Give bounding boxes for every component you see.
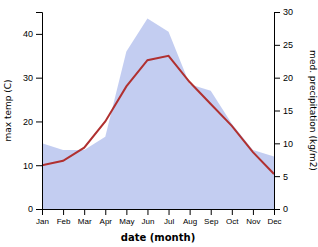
tick: Dec bbox=[267, 209, 281, 226]
axis-line bbox=[43, 210, 275, 216]
tick-label: Nov bbox=[246, 217, 260, 226]
area bbox=[42, 19, 274, 209]
tick-label: Apr bbox=[100, 217, 113, 226]
tick: 20 bbox=[274, 73, 293, 83]
y-axis: 0 10 20 30 40 bbox=[23, 13, 43, 215]
tick: 10 bbox=[23, 161, 42, 171]
tick-label: Jan bbox=[36, 217, 49, 226]
y2-axis: 0 5 10 15 20 25 30 bbox=[274, 7, 293, 214]
tick: 25 bbox=[274, 40, 293, 50]
tick-label: Mar bbox=[78, 217, 92, 226]
tick-label: Aug bbox=[183, 217, 197, 226]
tick: Jul bbox=[164, 209, 174, 226]
tick-label: Oct bbox=[226, 217, 239, 226]
tick-label: Jun bbox=[142, 217, 155, 226]
tick-label: 20 bbox=[23, 117, 33, 127]
tick-mark bbox=[36, 165, 42, 166]
tick: 0 bbox=[274, 204, 288, 214]
tick-label: May bbox=[119, 217, 134, 226]
tick: Jan bbox=[36, 209, 49, 226]
tick-label: 25 bbox=[283, 40, 293, 50]
tick-mark bbox=[36, 34, 42, 35]
plot: JanFebMarAprMayJunJulAugSepOctNovDec0102… bbox=[23, 7, 293, 225]
tick-mark bbox=[274, 12, 280, 13]
tick: 10 bbox=[274, 139, 293, 149]
tick-mark bbox=[105, 209, 106, 215]
tick-mark bbox=[84, 209, 85, 215]
tick: Apr bbox=[100, 209, 113, 226]
tick: 30 bbox=[274, 7, 293, 17]
tick: Jun bbox=[142, 209, 155, 226]
axis-line bbox=[36, 13, 43, 210]
tick: Oct bbox=[226, 209, 239, 226]
tick: 20 bbox=[23, 117, 42, 127]
tick-mark bbox=[232, 209, 233, 215]
tick-label: 0 bbox=[283, 204, 288, 214]
tick-mark bbox=[63, 209, 64, 215]
tick-label: Dec bbox=[267, 217, 281, 226]
tick-mark bbox=[274, 111, 280, 112]
tick-label: 0 bbox=[28, 204, 33, 214]
tick-label: 30 bbox=[283, 7, 293, 17]
tick: May bbox=[119, 209, 134, 226]
y-axis-title: max temp (C) bbox=[3, 79, 13, 141]
tick: 0 bbox=[28, 204, 42, 214]
tick: Aug bbox=[183, 209, 197, 226]
tick-mark bbox=[274, 143, 280, 144]
tick-mark bbox=[147, 209, 148, 215]
tick-mark bbox=[36, 121, 42, 122]
x-axis-title: date (month) bbox=[121, 232, 195, 243]
tick-label: 30 bbox=[23, 73, 33, 83]
tick-mark bbox=[274, 78, 280, 79]
tick-label: Feb bbox=[57, 217, 71, 226]
tick-mark bbox=[274, 209, 280, 210]
tick-label: 10 bbox=[283, 139, 293, 149]
tick-mark bbox=[36, 78, 42, 79]
tick: Nov bbox=[246, 209, 260, 226]
axis-line bbox=[275, 13, 281, 210]
tick-mark bbox=[274, 45, 280, 46]
tick-mark bbox=[36, 209, 42, 210]
tick-mark bbox=[190, 209, 191, 215]
x-axis: Jan Feb Mar Apr May Jun Jul Aug Sep Oct Nov Dec bbox=[36, 209, 282, 226]
tick: 5 bbox=[274, 172, 288, 182]
tick-label: 20 bbox=[283, 73, 293, 83]
chart: JanFebMarAprMayJunJulAugSepOctNovDec0102… bbox=[0, 0, 318, 247]
tick-label: Sep bbox=[204, 217, 219, 226]
tick: Mar bbox=[78, 209, 92, 226]
tick-label: Jul bbox=[164, 217, 174, 226]
line bbox=[42, 56, 274, 174]
tick-label: 10 bbox=[23, 161, 33, 171]
tick-label: 40 bbox=[23, 29, 33, 39]
tick: 30 bbox=[23, 73, 42, 83]
y2-axis-title: med. precipitation (kg/m2) bbox=[308, 50, 318, 171]
tick: Sep bbox=[204, 209, 219, 226]
tick-mark bbox=[274, 176, 280, 177]
tick-label: 5 bbox=[283, 172, 288, 182]
tick: 40 bbox=[23, 29, 42, 39]
tick: 15 bbox=[274, 106, 293, 116]
tick-mark bbox=[126, 209, 127, 215]
tick: Feb bbox=[57, 209, 71, 226]
tick-mark bbox=[211, 209, 212, 215]
tick-label: 15 bbox=[283, 106, 293, 116]
tick-mark bbox=[169, 209, 170, 215]
marks bbox=[42, 19, 274, 209]
tick-mark bbox=[253, 209, 254, 215]
